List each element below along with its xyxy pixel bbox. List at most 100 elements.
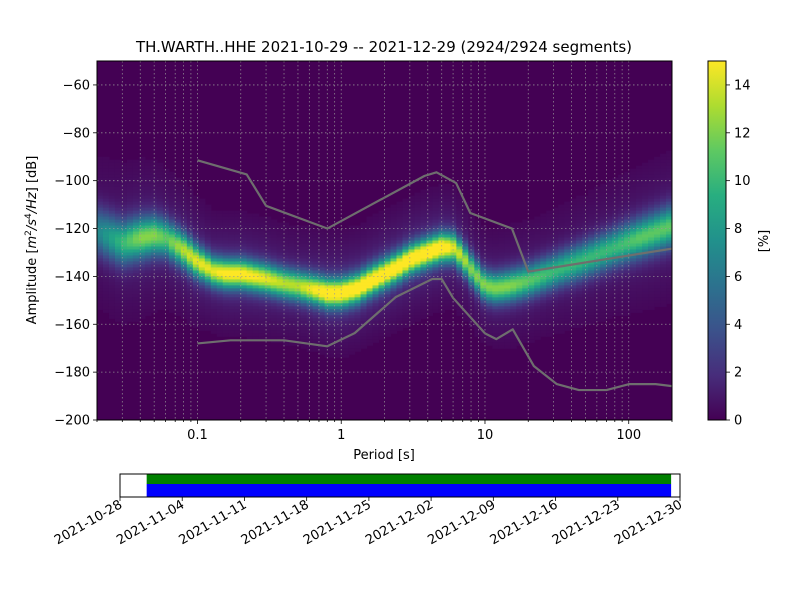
heatmap-cell (192, 234, 200, 239)
heatmap-cell (468, 267, 475, 272)
heatmap-cell (546, 243, 553, 248)
heatmap-cell (390, 246, 398, 251)
heatmap-cell (114, 201, 122, 206)
heatmap-cell (210, 240, 218, 245)
heatmap-cell (162, 255, 170, 260)
heatmap-cell (372, 261, 380, 266)
heatmap-cell (108, 234, 116, 239)
heatmap-cell (354, 249, 362, 254)
heatmap-cell (588, 246, 595, 251)
heatmap-cell (456, 198, 463, 203)
heatmap-cell (468, 258, 475, 263)
heatmap-cell (144, 240, 152, 245)
heatmap-cell (282, 228, 290, 233)
heatmap-cell (570, 321, 577, 325)
heatmap-cell (126, 210, 134, 215)
heatmap-cell (588, 231, 595, 236)
heatmap-cell (144, 198, 152, 203)
heatmap-cell (108, 276, 116, 280)
heatmap-cell (144, 174, 152, 179)
heatmap-cell (120, 219, 128, 224)
heatmap-cell (270, 294, 278, 298)
heatmap-cell (426, 309, 434, 313)
heatmap-cell (600, 231, 607, 236)
heatmap-cell (660, 198, 667, 203)
heatmap-cell (168, 186, 176, 191)
heatmap-cell (258, 261, 266, 266)
heatmap-cell (300, 246, 308, 251)
heatmap-cell (576, 252, 583, 257)
heatmap-cell (474, 234, 481, 239)
heatmap-cell (252, 285, 260, 289)
heatmap-cell (384, 267, 392, 272)
heatmap-cell (642, 171, 649, 176)
heatmap-cell (420, 312, 428, 316)
heatmap-cell (444, 183, 451, 188)
heatmap-cell (384, 330, 392, 334)
heatmap-cell (282, 306, 290, 310)
heatmap-cell (234, 252, 242, 257)
heatmap-cell (97, 231, 104, 236)
heatmap-cell (456, 210, 463, 215)
heatmap-cell (456, 258, 463, 263)
heatmap-cell (378, 237, 386, 242)
heatmap-cell (492, 237, 499, 242)
heatmap-cell (600, 267, 607, 272)
heatmap-cell (246, 255, 254, 260)
heatmap-cell (306, 309, 314, 313)
heatmap-cell (474, 285, 481, 289)
heatmap-cell (474, 219, 481, 224)
heatmap-cell (318, 342, 326, 346)
heatmap-cell (336, 252, 344, 257)
heatmap-cell (408, 276, 416, 280)
heatmap-cell (402, 207, 410, 212)
heatmap-cell (294, 309, 302, 313)
heatmap-cell (180, 267, 188, 272)
heatmap-cell (336, 228, 344, 233)
heatmap-cell (318, 324, 326, 328)
heatmap-cell (294, 246, 302, 251)
heatmap-cell (270, 222, 278, 227)
heatmap-cell (594, 291, 601, 295)
heatmap-cell (156, 174, 164, 179)
heatmap-cell (360, 312, 368, 316)
heatmap-cell (144, 216, 152, 221)
heatmap-cell (180, 207, 188, 212)
x-axis-ticks: 0.1 1 10 100 (96, 420, 673, 443)
heatmap-cell (138, 270, 146, 275)
heatmap-cell (642, 192, 649, 197)
heatmap-cell (234, 330, 242, 334)
heatmap-cell (492, 333, 499, 337)
heatmap-cell (318, 291, 326, 295)
heatmap-cell (126, 234, 134, 239)
heatmap-cell (156, 267, 164, 272)
heatmap-cell (516, 237, 523, 242)
heatmap-cell (312, 267, 320, 272)
heatmap-cell (162, 297, 170, 301)
heatmap-cell (414, 243, 422, 248)
heatmap-cell (618, 219, 625, 224)
heatmap-cell (426, 243, 434, 248)
heatmap-cell (528, 258, 535, 263)
heatmap-cell (300, 255, 308, 260)
heatmap-cell (654, 288, 661, 292)
heatmap-cell (192, 222, 200, 227)
heatmap-cell (258, 303, 266, 307)
heatmap-cell (156, 216, 164, 221)
heatmap-cell (426, 213, 434, 218)
heatmap-cell (576, 291, 583, 295)
heatmap-cell (132, 231, 140, 236)
heatmap-cell (138, 192, 146, 197)
heatmap-cell (408, 273, 416, 277)
heatmap-cell (342, 348, 350, 352)
heatmap-cell (654, 234, 661, 239)
heatmap-cell (564, 228, 571, 233)
heatmap-cell (282, 222, 290, 227)
heatmap-cell (456, 249, 463, 254)
heatmap-cell (366, 303, 374, 307)
heatmap-cell (390, 216, 398, 221)
heatmap-cell (198, 210, 206, 215)
heatmap-cell (402, 267, 410, 272)
heatmap-cell (114, 306, 122, 310)
heatmap-cell (114, 285, 122, 289)
